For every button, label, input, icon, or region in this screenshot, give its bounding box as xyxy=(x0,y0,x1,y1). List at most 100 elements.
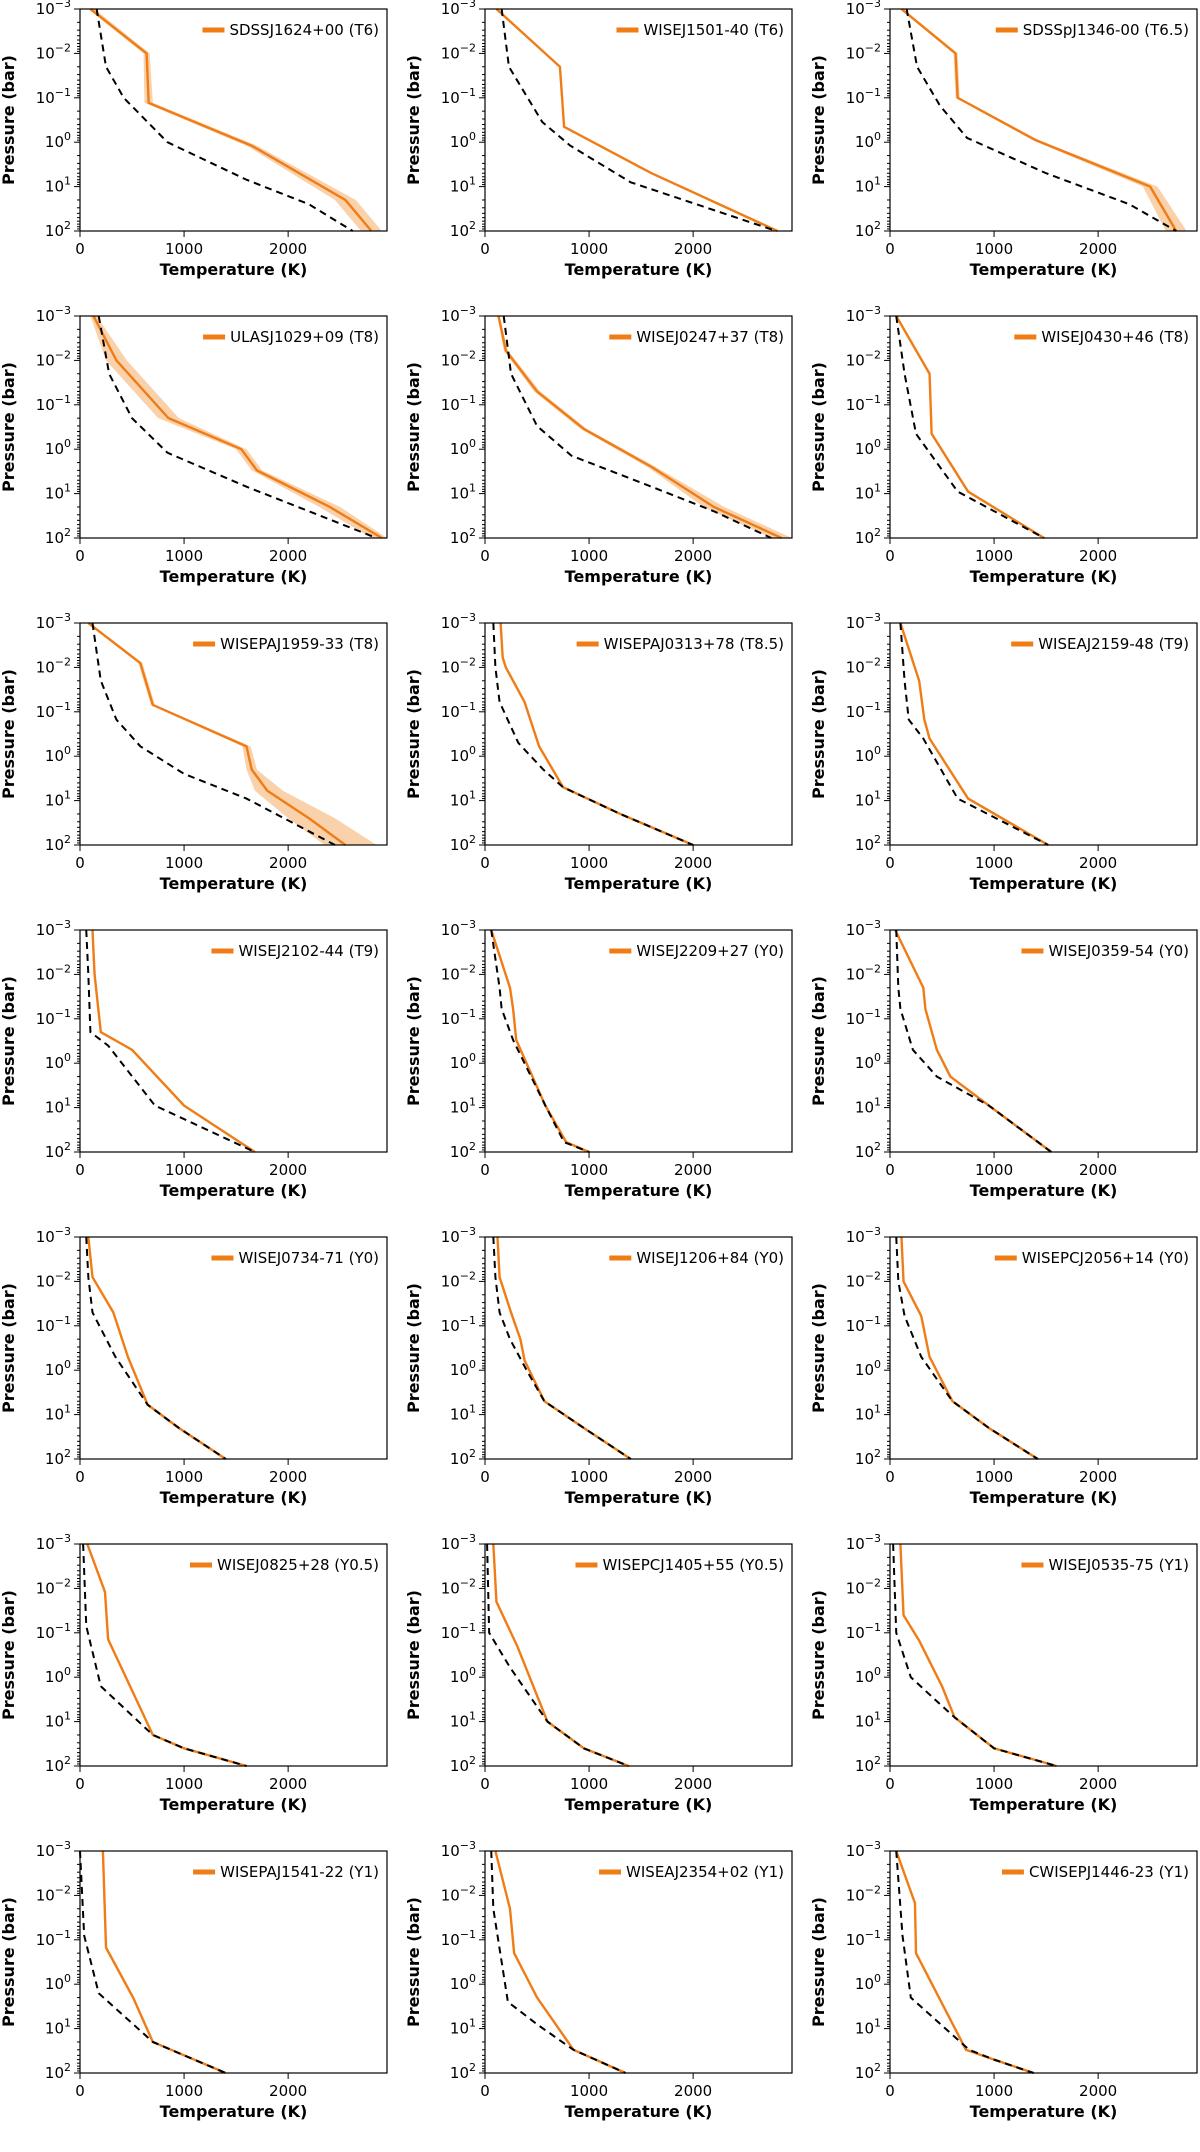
y-tick-label: 10−2 xyxy=(441,1883,476,1904)
legend-label: WISEPAJ1959-33 (T8) xyxy=(220,635,379,653)
x-axis-label: Temperature (K) xyxy=(970,567,1118,586)
x-tick-label: 2000 xyxy=(674,240,712,258)
y-tick-label: 102 xyxy=(855,1140,881,1161)
legend-label: SDSSpJ1346-00 (T6.5) xyxy=(1023,21,1189,39)
y-tick-label: 100 xyxy=(855,130,881,151)
x-axis-label: Temperature (K) xyxy=(970,2102,1118,2121)
x-axis-label: Temperature (K) xyxy=(565,874,713,893)
plot-frame xyxy=(79,8,388,232)
y-tick-label: 10−2 xyxy=(441,1576,476,1597)
y-axis-label: Pressure (bar) xyxy=(0,55,18,185)
tp-profile-panel: 10−3 10−2 10−1 100 101 102 0 1000 2000 Temperatur… xyxy=(809,1839,1200,2152)
y-tick-label: 102 xyxy=(45,219,71,240)
legend-label: WISEJ0359-54 (Y0) xyxy=(1048,942,1189,960)
x-tick-label: 0 xyxy=(480,1468,490,1486)
y-tick-label: 102 xyxy=(450,1140,476,1161)
y-axis-label: Pressure (bar) xyxy=(0,976,18,1106)
legend-label: WISEPCJ1405+55 (Y0.5) xyxy=(602,1556,784,1574)
tp-profile-panel: 10−3 10−2 10−1 100 101 102 0 1000 2000 Temperatur… xyxy=(0,1225,400,1538)
y-tick-label: 10−3 xyxy=(36,1839,71,1860)
y-tick-label: 10−3 xyxy=(441,1225,476,1246)
y-tick-label: 10−3 xyxy=(846,304,881,325)
plot-frame xyxy=(889,1236,1198,1460)
y-tick-label: 10−1 xyxy=(441,86,476,107)
y-tick-label: 10−1 xyxy=(36,1314,71,1335)
x-tick-label: 2000 xyxy=(269,854,307,872)
y-tick-label: 10−3 xyxy=(846,1225,881,1246)
y-tick-label: 10−1 xyxy=(846,1928,881,1949)
legend-label: WISEJ0247+37 (T8) xyxy=(636,328,784,346)
plot-frame xyxy=(889,622,1198,846)
legend-label: ULASJ1029+09 (T8) xyxy=(230,328,379,346)
x-tick-label: 1000 xyxy=(165,2082,203,2100)
x-axis-label: Temperature (K) xyxy=(565,1795,713,1814)
x-axis-label: Temperature (K) xyxy=(160,2102,308,2121)
retrieved-profile-line xyxy=(895,1850,1034,2075)
legend-label: WISEAJ2159-48 (T9) xyxy=(1038,635,1189,653)
y-tick-label: 101 xyxy=(450,482,476,503)
y-tick-label: 10−1 xyxy=(36,1928,71,1949)
legend-label: WISEJ0825+28 (Y0.5) xyxy=(217,1556,379,1574)
y-tick-label: 10−3 xyxy=(846,1839,881,1860)
x-tick-label: 0 xyxy=(480,854,490,872)
y-tick-label: 10−3 xyxy=(441,611,476,632)
y-tick-label: 10−1 xyxy=(441,1007,476,1028)
y-tick-label: 101 xyxy=(45,482,71,503)
plot-frame xyxy=(79,315,388,539)
x-axis-label: Temperature (K) xyxy=(970,260,1118,279)
y-tick-label: 10−3 xyxy=(846,611,881,632)
y-tick-label: 101 xyxy=(45,789,71,810)
y-axis-label: Pressure (bar) xyxy=(809,976,828,1106)
plot-frame xyxy=(889,1850,1198,2074)
retrieved-profile-line xyxy=(900,8,1178,232)
x-tick-label: 1000 xyxy=(570,2082,608,2100)
x-tick-label: 0 xyxy=(480,547,490,565)
y-tick-label: 10−1 xyxy=(846,1314,881,1335)
y-tick-label: 10−2 xyxy=(846,962,881,983)
tp-profile-panel: 10−3 10−2 10−1 100 101 102 0 1000 2000 Temperatur… xyxy=(404,304,805,617)
tp-profile-panel: 10−3 10−2 10−1 100 101 102 0 1000 2000 Temperatur… xyxy=(809,1225,1200,1538)
x-tick-label: 1000 xyxy=(165,1161,203,1179)
y-axis-label: Pressure (bar) xyxy=(0,1590,18,1720)
x-tick-label: 2000 xyxy=(674,547,712,565)
x-tick-label: 1000 xyxy=(975,2082,1013,2100)
y-tick-label: 101 xyxy=(45,1096,71,1117)
y-axis-label: Pressure (bar) xyxy=(404,362,423,492)
x-tick-label: 1000 xyxy=(975,1775,1013,1793)
y-tick-label: 101 xyxy=(450,2017,476,2038)
x-tick-label: 2000 xyxy=(269,547,307,565)
y-tick-label: 10−3 xyxy=(846,0,881,18)
y-tick-label: 10−1 xyxy=(846,700,881,721)
y-tick-label: 102 xyxy=(855,833,881,854)
x-tick-label: 0 xyxy=(480,240,490,258)
y-axis-label: Pressure (bar) xyxy=(809,1283,828,1413)
x-tick-label: 2000 xyxy=(674,1775,712,1793)
y-tick-label: 10−3 xyxy=(36,304,71,325)
x-tick-label: 2000 xyxy=(269,1775,307,1793)
y-tick-label: 102 xyxy=(855,1754,881,1775)
plot-frame xyxy=(889,315,1198,539)
y-tick-label: 10−1 xyxy=(36,1621,71,1642)
x-tick-label: 0 xyxy=(885,1468,895,1486)
y-tick-label: 100 xyxy=(45,437,71,458)
y-tick-label: 100 xyxy=(450,1358,476,1379)
y-tick-label: 101 xyxy=(45,1710,71,1731)
tp-profile-panel: 10−3 10−2 10−1 100 101 102 0 1000 2000 Temperatur… xyxy=(809,611,1200,924)
x-tick-label: 1000 xyxy=(165,547,203,565)
y-tick-label: 100 xyxy=(855,1051,881,1072)
y-tick-label: 101 xyxy=(855,1710,881,1731)
plot-frame xyxy=(484,622,793,846)
x-axis-label: Temperature (K) xyxy=(970,1488,1118,1507)
x-tick-label: 0 xyxy=(75,2082,85,2100)
y-tick-label: 100 xyxy=(45,130,71,151)
x-tick-label: 1000 xyxy=(165,1775,203,1793)
y-axis-label: Pressure (bar) xyxy=(404,1897,423,2027)
y-tick-label: 10−3 xyxy=(36,918,71,939)
y-tick-label: 10−1 xyxy=(36,393,71,414)
